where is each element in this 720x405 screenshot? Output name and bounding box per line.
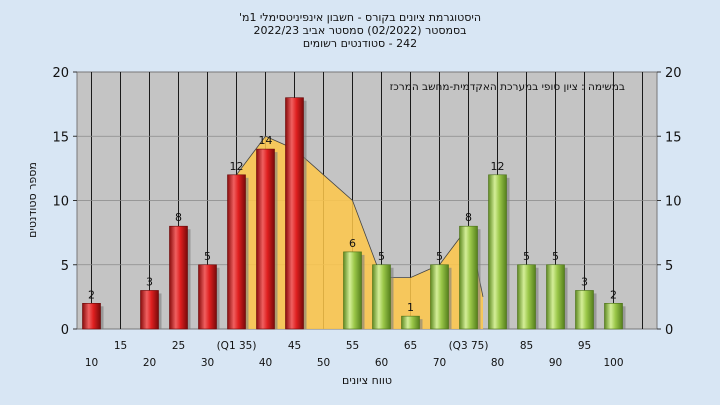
y-tick-label-left: 0 [61, 323, 69, 338]
x-tick-label-bottom: 20 [143, 357, 156, 369]
x-tick-label-top: 95 [578, 340, 591, 352]
bar-value-label: 6 [349, 237, 356, 250]
x-tick-label-bottom: 90 [549, 357, 562, 369]
bar-value-label: 8 [465, 211, 472, 224]
bar-45 [285, 97, 304, 330]
bar-value-label: 2 [610, 288, 617, 301]
y-tick-label-left: 20 [52, 66, 69, 81]
y-tick-label-left: 15 [52, 130, 69, 145]
bar-90 [546, 264, 565, 330]
bar-10 [82, 302, 101, 330]
bar-30 [198, 264, 217, 330]
x-tick-label-bottom: 60 [375, 357, 388, 369]
y-tick-label-right: 5 [665, 259, 673, 274]
bar-60 [372, 264, 391, 330]
bar-value-label: 2 [88, 288, 95, 301]
y-tick-label-right: 15 [665, 130, 682, 145]
bar-80 [488, 174, 507, 330]
y-tick-label-left: 10 [52, 195, 69, 210]
x-tick-label-top: (Q3 75) [449, 340, 489, 352]
bar-65 [401, 315, 420, 330]
bar-value-label: 5 [378, 250, 385, 263]
bar-value-label: 3 [581, 275, 588, 288]
chart-title: היסטוגרמת ציונים בקורס - חשבון אינפיניטס… [238, 11, 482, 24]
x-tick-label-top: 65 [404, 340, 417, 352]
bar-value-label: 5 [552, 250, 559, 263]
bar-value-label: 3 [146, 275, 153, 288]
bar-75 [459, 225, 478, 330]
bar-55 [343, 251, 362, 330]
x-tick-label-top: 15 [114, 340, 127, 352]
x-tick-label-top: 45 [288, 340, 301, 352]
bar-value-label: 5 [204, 250, 211, 263]
y-tick-label-right: 10 [665, 195, 682, 210]
x-tick-label-top: 85 [520, 340, 533, 352]
bar-70 [430, 264, 449, 330]
chart-subtitle-enrolled: 242 - סטודנטים רשומים [302, 37, 418, 50]
chart-annotation: במשימה : ציון סופי במערכת האקדמית-מחשב ה… [390, 81, 625, 93]
bar-value-label: 14 [259, 134, 273, 147]
bar-value-label: 5 [436, 250, 443, 263]
bar-35 [227, 174, 246, 330]
bar-25 [169, 225, 188, 330]
bar-100 [604, 302, 623, 330]
x-axis-label: טווח ציונים [342, 374, 392, 387]
bar-value-label: 5 [523, 250, 530, 263]
x-tick-label-top: (Q1 35) [217, 340, 257, 352]
distribution-line [236, 135, 484, 297]
x-tick-label-bottom: 50 [317, 357, 330, 369]
y-tick-label-left: 5 [61, 259, 69, 274]
bar-95 [575, 290, 594, 330]
bar-20 [140, 290, 159, 330]
y-axis-label: מספר סטודנטים [26, 162, 39, 238]
x-tick-label-top: 25 [172, 340, 185, 352]
bar-40 [256, 148, 275, 330]
bar-value-label: 12 [491, 160, 505, 173]
x-tick-label-bottom: 30 [201, 357, 214, 369]
y-tick-label-right: 0 [665, 323, 673, 338]
y-tick-label-right: 20 [665, 66, 682, 81]
bar-85 [517, 264, 536, 330]
bar-value-label: 1 [407, 301, 414, 314]
x-tick-label-bottom: 40 [259, 357, 272, 369]
bar-value-label: 8 [175, 211, 182, 224]
chart-subtitle-semester: בסמסטר (02/2022) סמסטר אביב 2022/23 [253, 24, 467, 37]
x-tick-label-bottom: 80 [491, 357, 504, 369]
x-tick-label-bottom: 70 [433, 357, 446, 369]
bar-value-label: 12 [230, 160, 244, 173]
x-tick-label-bottom: 100 [603, 357, 623, 369]
x-tick-label-bottom: 10 [85, 357, 98, 369]
x-tick-label-top: 55 [346, 340, 359, 352]
